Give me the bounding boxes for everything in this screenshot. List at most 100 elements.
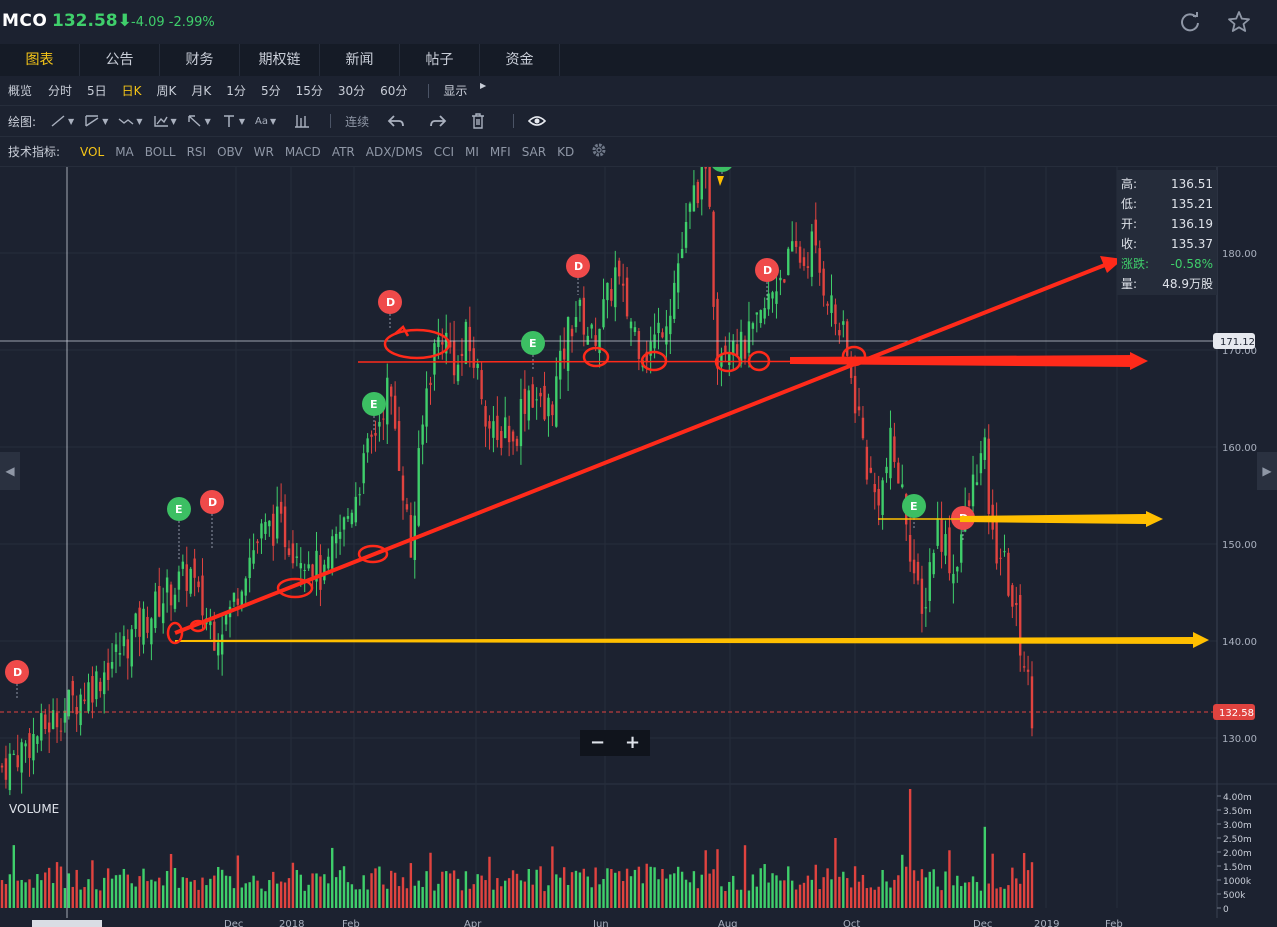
candle-body	[91, 676, 94, 703]
indicator-13[interactable]: KD	[557, 144, 575, 159]
display-menu[interactable]: 显示	[443, 84, 468, 98]
volume-bar	[433, 890, 436, 908]
tab-0[interactable]: 图表	[0, 44, 80, 76]
font-tool-icon[interactable]: Aa ▼	[254, 115, 277, 127]
continuous-toggle[interactable]: 连续	[345, 114, 370, 129]
event-marker-letter: D	[574, 260, 583, 273]
volume-bar	[441, 871, 444, 908]
volume-bar	[476, 874, 479, 908]
undo-icon[interactable]	[387, 114, 405, 128]
zoom-in-button[interactable]: +	[624, 732, 641, 753]
candle-body	[602, 299, 605, 328]
volume-bar	[358, 889, 361, 908]
event-marker-letter: E	[175, 503, 183, 516]
last-price-tag	[1213, 704, 1255, 720]
scroll-right-button[interactable]: ▶	[1257, 452, 1277, 490]
period-4[interactable]: 周K	[156, 84, 177, 98]
candle-body	[885, 466, 888, 474]
candle-body	[24, 743, 27, 747]
indicator-5[interactable]: WR	[253, 144, 274, 159]
indicator-4[interactable]: OBV	[217, 144, 243, 159]
dividend-marker	[378, 290, 402, 314]
indicator-8[interactable]: ADX/DMS	[365, 144, 423, 159]
candle-body	[708, 167, 711, 207]
volume-bar	[283, 882, 287, 908]
volume-bar	[606, 868, 609, 908]
candle-body	[12, 753, 15, 755]
period-1[interactable]: 分时	[48, 84, 73, 98]
ohlc-value: -0.58%	[1170, 257, 1213, 271]
refresh-icon[interactable]	[1179, 11, 1201, 33]
tab-4[interactable]: 新闻	[320, 44, 400, 76]
candle-body	[154, 591, 157, 629]
volume-bar	[720, 886, 723, 908]
volume-bar	[331, 847, 334, 908]
period-9[interactable]: 30分	[337, 84, 366, 98]
volume-bar	[908, 789, 912, 908]
volume-bar	[169, 853, 173, 908]
tab-1[interactable]: 公告	[80, 44, 160, 76]
ticker-price: 132.58⬇	[52, 11, 132, 31]
period-10[interactable]: 60分	[380, 84, 408, 98]
tab-3[interactable]: 期权链	[240, 44, 320, 76]
indicator-0[interactable]: VOL	[80, 144, 105, 159]
volume-bar	[256, 880, 259, 908]
volume-bar	[739, 889, 743, 908]
x-tick-label: Feb	[1105, 919, 1123, 927]
tab-5[interactable]: 帖子	[400, 44, 480, 76]
indicator-6[interactable]: MACD	[284, 144, 321, 159]
zoom-out-button[interactable]: −	[589, 732, 606, 753]
candle-body	[480, 370, 483, 400]
fib-tool-icon[interactable]: ▼	[118, 114, 143, 128]
trend-tool-icon[interactable]: ▼	[84, 114, 108, 128]
candle-body	[936, 518, 939, 546]
arrow-tool-icon[interactable]: ▼	[187, 114, 211, 128]
volume-label: VOLUME	[9, 802, 60, 816]
candle-body	[295, 556, 299, 558]
period-2[interactable]: 5日	[87, 84, 107, 98]
candle-body	[535, 399, 538, 401]
pattern-tool-icon[interactable]: ▼	[153, 114, 177, 128]
tab-6[interactable]: 资金	[480, 44, 560, 76]
period-0[interactable]: 概览	[8, 84, 33, 98]
candle-body	[732, 340, 735, 356]
indicator-3[interactable]: RSI	[186, 144, 207, 159]
redo-icon[interactable]	[429, 114, 447, 128]
trash-icon[interactable]	[471, 113, 485, 129]
volume-bar	[924, 877, 928, 908]
candle-body	[16, 755, 19, 768]
scroll-left-button[interactable]: ◀	[0, 452, 20, 490]
volume-bar	[971, 876, 975, 908]
indicator-7[interactable]: ATR	[331, 144, 355, 159]
candle-body	[374, 433, 377, 436]
volume-bar	[303, 890, 306, 908]
period-6[interactable]: 1分	[226, 84, 246, 98]
star-icon[interactable]	[1227, 10, 1251, 34]
volume-bar	[578, 872, 582, 908]
eye-icon[interactable]	[528, 115, 547, 127]
candle-body	[897, 462, 900, 484]
volume-bar	[378, 866, 381, 908]
gear-icon[interactable]	[591, 142, 607, 161]
period-8[interactable]: 15分	[295, 84, 323, 98]
indicator-10[interactable]: MI	[465, 144, 479, 159]
period-5[interactable]: 月K	[191, 84, 212, 98]
support-line-lower	[175, 637, 1195, 644]
measure-icon[interactable]	[294, 114, 310, 128]
indicator-11[interactable]: MFI	[489, 144, 511, 159]
candle-body	[574, 317, 578, 328]
tab-2[interactable]: 财务	[160, 44, 240, 76]
price-chart[interactable]: 180.00 170.00 160.00 150.00 140.00 130.00 171.…	[0, 167, 1277, 927]
line-tool-icon[interactable]: ▼	[50, 114, 74, 128]
period-7[interactable]: 5分	[260, 84, 281, 98]
text-tool-icon[interactable]: ▼	[221, 114, 245, 128]
volume-bar	[319, 876, 322, 908]
indicator-12[interactable]: SAR	[521, 144, 547, 159]
candle-body	[999, 557, 1002, 559]
indicator-9[interactable]: CCI	[433, 144, 454, 159]
indicator-2[interactable]: BOLL	[144, 144, 176, 159]
candle-body	[79, 694, 82, 726]
period-3[interactable]: 日K	[121, 84, 142, 98]
volume-bar	[252, 875, 255, 908]
indicator-1[interactable]: MA	[115, 144, 134, 159]
